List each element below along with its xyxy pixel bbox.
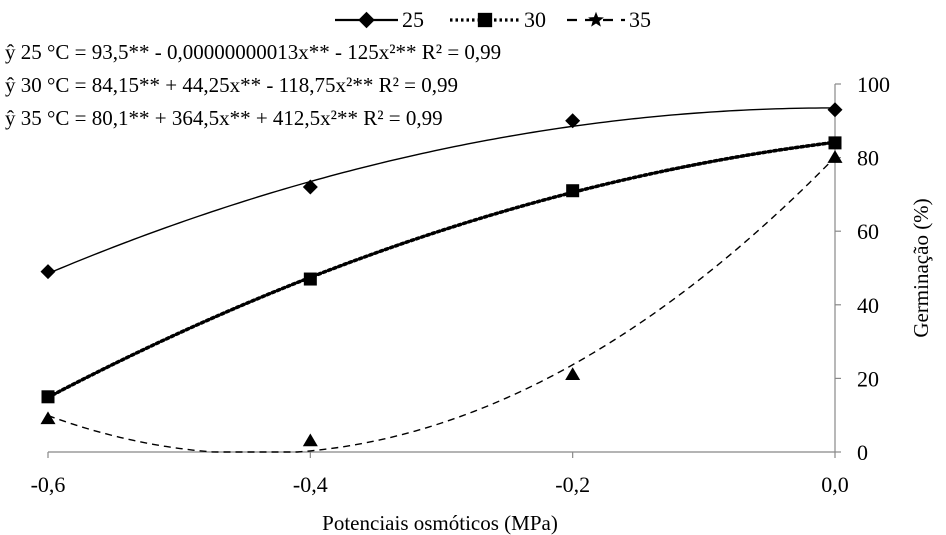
x-tick-label: -0,2: [555, 472, 590, 497]
data-point-35: [565, 367, 581, 380]
y-tick-label: 100: [857, 72, 890, 97]
equation-35: ŷ 35 °C = 80,1** + 364,5x** + 412,5x²** …: [5, 106, 443, 130]
fit-curves: [46, 107, 837, 453]
equation-30: ŷ 30 °C = 84,15** + 44,25x** - 118,75x²*…: [5, 73, 458, 97]
y-axis-title: Germinação (%): [909, 198, 933, 337]
data-point-30: [828, 136, 842, 150]
data-markers: [40, 102, 843, 447]
axes: -0,6 -0,4 -0,2 0,0 0 20 40 60 80 100: [31, 72, 890, 497]
x-tick-label: 0,0: [821, 472, 849, 497]
fit-curve-35: [47, 156, 836, 453]
equation-25: ŷ 25 °C = 93,5** - 0,00000000013x** - 12…: [5, 40, 501, 64]
data-point-35: [827, 150, 843, 163]
y-tick-label: 60: [857, 219, 879, 244]
data-point-30: [566, 184, 580, 198]
data-point-25: [827, 102, 843, 118]
fit-curve-30: [46, 140, 837, 400]
legend-label-30: 30: [524, 7, 546, 32]
legend-marker-25: [358, 11, 375, 29]
y-tick-label: 0: [857, 440, 868, 465]
legend-marker-30: [477, 12, 493, 28]
legend-marker-35: [588, 11, 604, 27]
data-point-25: [565, 113, 581, 129]
data-point-25: [302, 179, 318, 195]
data-point-35: [40, 411, 56, 425]
legend-label-35: 35: [629, 7, 651, 32]
regression-equations: ŷ 25 °C = 93,5** - 0,00000000013x** - 12…: [5, 40, 501, 130]
y-tick-label: 40: [857, 293, 879, 318]
legend: 25 30 35: [335, 7, 651, 32]
data-point-35: [302, 433, 318, 447]
x-tick-label: -0,6: [31, 472, 66, 497]
fit-curve-25: [47, 107, 836, 275]
data-point-25: [40, 264, 56, 280]
legend-label-25: 25: [402, 7, 424, 32]
y-tick-label: 20: [857, 366, 879, 391]
x-tick-label: -0,4: [293, 472, 328, 497]
data-point-30: [303, 272, 317, 286]
data-point-30: [41, 390, 55, 404]
x-axis-title: Potenciais osmóticos (MPa): [322, 511, 558, 535]
y-tick-label: 80: [857, 146, 879, 171]
